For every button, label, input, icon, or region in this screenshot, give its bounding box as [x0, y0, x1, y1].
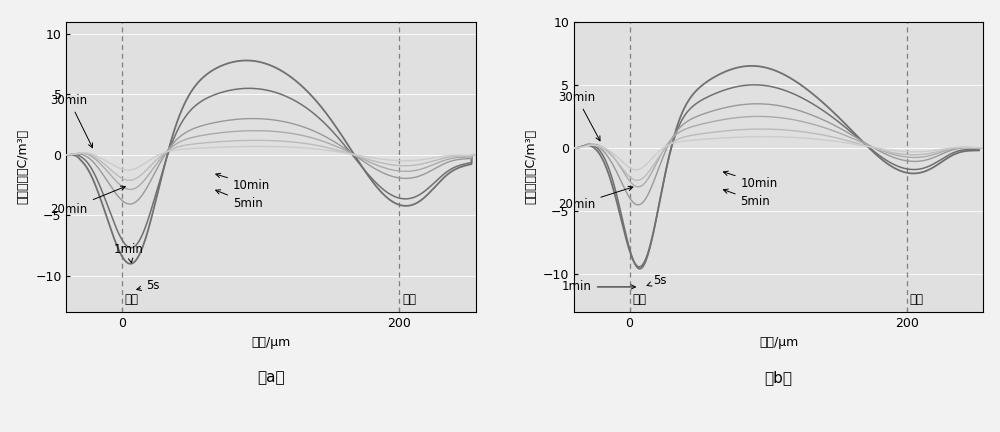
- Text: 30min: 30min: [558, 91, 600, 141]
- X-axis label: 厚度/μm: 厚度/μm: [759, 336, 798, 349]
- Text: 10min: 10min: [723, 171, 778, 190]
- Y-axis label: 电荷密度（C/m³）: 电荷密度（C/m³）: [524, 129, 537, 204]
- Text: 1min: 1min: [562, 280, 635, 293]
- Text: 20min: 20min: [558, 186, 633, 211]
- Text: 阴极: 阴极: [910, 293, 924, 306]
- Text: 1min: 1min: [114, 243, 144, 263]
- Text: 30min: 30min: [51, 94, 93, 148]
- Text: 阳极: 阳极: [632, 293, 646, 306]
- Text: 10min: 10min: [216, 173, 270, 192]
- Text: 5min: 5min: [216, 190, 263, 210]
- Text: 阴极: 阴极: [402, 293, 416, 306]
- Y-axis label: 电荷密度（C/m³）: 电荷密度（C/m³）: [17, 129, 30, 204]
- Text: 5min: 5min: [723, 189, 770, 207]
- Text: 阳极: 阳极: [125, 293, 139, 306]
- Text: （a）: （a）: [257, 370, 285, 385]
- Text: 5s: 5s: [137, 279, 159, 292]
- Text: 20min: 20min: [51, 186, 125, 216]
- Text: 5s: 5s: [647, 274, 667, 287]
- Text: （b）: （b）: [765, 370, 793, 385]
- X-axis label: 厚度/μm: 厚度/μm: [251, 336, 291, 349]
